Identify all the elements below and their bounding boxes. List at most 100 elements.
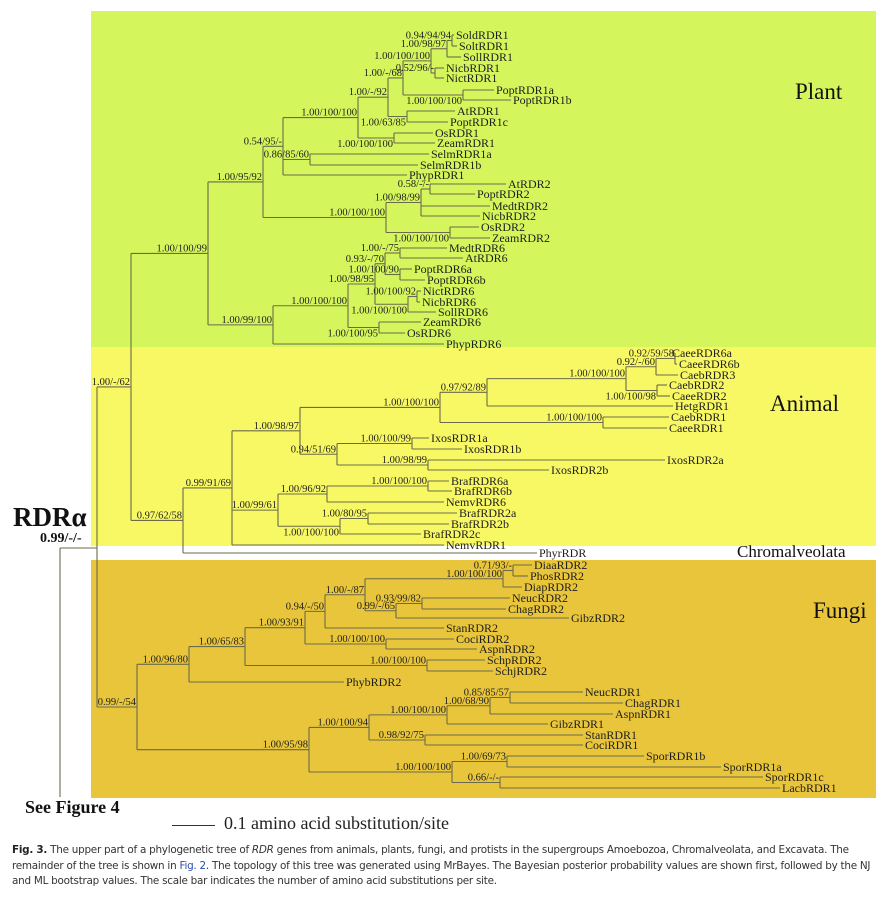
leaf-label: NemvRDR1	[446, 538, 506, 552]
support-label: 0.54/95/-	[244, 136, 283, 147]
leaf-label: PoptRDR1c	[450, 115, 508, 129]
leaf-label: NeucRDR1	[585, 685, 641, 699]
support-label: 1.00/100/100	[329, 208, 385, 219]
support-label: 1.00/100/100	[337, 139, 393, 150]
leaf-label: CociRDR2	[456, 632, 509, 646]
support-label: 1.00/98/99	[375, 193, 420, 204]
support-label: 1.00/100/92	[366, 287, 416, 298]
leaf-label: ZeamRDR6	[423, 315, 481, 329]
support-label: 1.00/69/73	[461, 752, 506, 763]
leaf-label: AtRDR1	[457, 104, 500, 118]
support-label: 1.00/100/100	[383, 397, 439, 408]
animal-region: Animal	[91, 347, 876, 546]
support-label: 0.94/94/94	[406, 31, 452, 42]
plant-region: Plant	[91, 11, 876, 347]
leaf-label: NicbRDR1	[446, 61, 500, 75]
support-label: 0.86/85/60	[264, 150, 309, 161]
caption-fig-label: Fig. 3.	[12, 844, 48, 856]
support-label: 0.93/-/70	[346, 254, 384, 265]
leaf-label: AtRDR2	[508, 177, 551, 191]
leaf-label: PhosRDR2	[530, 569, 584, 583]
leaf-label: NeucRDR2	[512, 591, 568, 605]
caption-text-1: The upper part of a phylogenetic tree of	[47, 844, 252, 856]
leaf-label: BrafRDR6b	[454, 484, 512, 498]
support-label: 1.00/100/100	[371, 476, 427, 487]
support-label: 1.00/98/99	[382, 455, 427, 466]
scale-bar-label: 0.1 amino acid substitution/site	[224, 813, 449, 833]
support-label: 0.97/92/89	[441, 382, 486, 393]
support-label: 1.00/68/90	[444, 696, 489, 707]
support-label: 1.00/-/87	[326, 585, 364, 596]
support-label: 0.94/51/69	[291, 444, 336, 455]
leaf-label: AspnRDR2	[479, 642, 535, 656]
support-label: 1.00/100/100	[546, 413, 602, 424]
support-label: 1.00/100/100	[370, 656, 426, 667]
fungi-region: Fungi	[91, 560, 876, 798]
leaf-label: SporRDR1b	[646, 749, 705, 763]
plant-label: Plant	[795, 79, 843, 104]
leaf-label: SelmRDR1b	[420, 158, 481, 172]
support-label: 1.00/65/83	[199, 637, 244, 648]
leaf-label: SelmRDR1a	[431, 147, 492, 161]
support-label: 1.00/93/91	[259, 618, 304, 629]
support-label: 1.00/100/90	[349, 265, 399, 276]
leaf-label: IxosRDR1b	[464, 442, 521, 456]
leaf-label: NicbRDR2	[482, 209, 536, 223]
support-label: 1.00/-/68	[364, 68, 402, 79]
leaf-label: IxosRDR1a	[431, 431, 488, 445]
leaf-label: PhyrRDR	[539, 546, 586, 560]
leaf-label: PoptRDR1b	[513, 93, 572, 107]
leaf-label: BrafRDR2b	[451, 517, 509, 531]
leaf-label: SchpRDR2	[487, 653, 542, 667]
leaf-label: ZeamRDR2	[492, 231, 550, 245]
leaf-label: ChagRDR1	[625, 696, 681, 710]
leaf-label: CaeeRDR6a	[672, 346, 733, 360]
support-label: 1.00/100/100	[569, 369, 625, 380]
fungi-label: Fungi	[813, 598, 867, 623]
leaf-label: OsRDR1	[435, 126, 479, 140]
leaf-label: AspnRDR1	[615, 707, 671, 721]
support-label: 1.00/100/99	[361, 434, 411, 445]
leaf-label: SchjRDR2	[495, 664, 547, 678]
leaf-label: OsRDR2	[481, 220, 525, 234]
caption-text-3: . The topology of this tree was generate…	[12, 859, 871, 888]
leaf-label: IxosRDR2b	[551, 463, 608, 477]
animal-label: Animal	[770, 391, 839, 416]
leaf-label: SoldRDR1	[456, 28, 509, 42]
support-label: 0.52/96/-	[396, 63, 435, 74]
rdr-alpha-label: RDRα	[13, 502, 87, 532]
leaf-label: CaebRDR3	[680, 368, 735, 382]
leaf-label: CociRDR1	[585, 738, 638, 752]
leaf-label: SollRDR1	[463, 50, 513, 64]
caption-text-2: genes from animals, plants, fungi, and p…	[12, 844, 849, 872]
leaf-label: IxosRDR2a	[667, 453, 724, 467]
fig-2-link[interactable]: Fig. 2	[179, 859, 206, 872]
support-label: 1.00/100/95	[328, 329, 378, 340]
support-label: 0.94/-/50	[286, 601, 324, 612]
leaf-label: NicbRDR6	[422, 295, 476, 309]
support-label: 1.00/63/85	[361, 118, 406, 129]
leaf-label: LacbRDR1	[782, 781, 837, 795]
support-label: 1.00/98/97	[254, 421, 299, 432]
support-label: 1.00/100/100	[283, 527, 339, 538]
support-label: 0.99/91/69	[186, 478, 231, 489]
support-label: 1.00/96/80	[143, 654, 188, 665]
leaf-label: SoltRDR1	[459, 39, 509, 53]
leaf-label: GibzRDR2	[571, 611, 625, 625]
leaf-label: SollRDR6	[438, 305, 488, 319]
leaf-label: PhypRDR1	[409, 168, 464, 182]
support-label: 1.00/99/61	[232, 500, 277, 511]
leaf-label: GibzRDR1	[550, 717, 604, 731]
leaf-label: SporRDR1c	[765, 770, 824, 784]
support-label: 1.00/98/97	[401, 39, 446, 50]
support-label: 0.66/-/-	[468, 773, 500, 784]
scale-bar	[172, 825, 215, 826]
leaf-label: NictRDR6	[423, 284, 474, 298]
support-label: 0.99/-/65	[357, 601, 395, 612]
leaf-label: CaeeRDR6b	[679, 357, 740, 371]
support-label: 1.00/-/62	[92, 377, 130, 388]
leaf-label: MedtRDR6	[449, 241, 505, 255]
leaf-label: CaeeRDR1	[669, 421, 724, 435]
see-figure-4-label: See Figure 4	[25, 797, 120, 817]
